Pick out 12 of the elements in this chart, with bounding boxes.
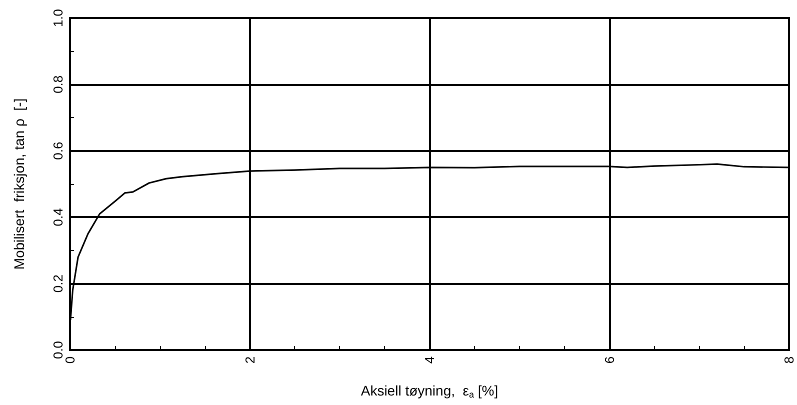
y-tick-label: 1.0 [50, 8, 66, 28]
x-tick-label: 6 [602, 356, 617, 364]
y-tick-label: 0.0 [50, 340, 66, 360]
x-tick-label: 2 [242, 356, 258, 364]
y-axis-title: Mobilisert friksjon, tan ρ [-] [11, 98, 27, 270]
y-tick-label: 0.8 [50, 75, 66, 94]
y-tick-label: 0.6 [50, 142, 66, 160]
x-tick-label: 4 [422, 356, 437, 364]
x-tick-label: 0 [62, 356, 78, 364]
y-tick-label: 0.2 [50, 274, 66, 293]
x-tick-label: 8 [782, 356, 796, 364]
y-tick-label: 0.4 [50, 208, 66, 226]
